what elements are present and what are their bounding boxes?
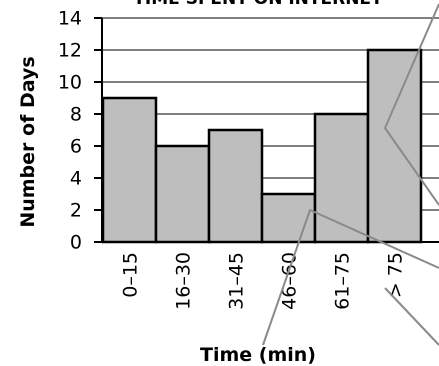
bars (101, 48, 423, 244)
chart-title: TIME SPENT ON INTERNET (133, 0, 383, 9)
y-tick-label-4: 8 (70, 104, 82, 126)
x-tick-label-2: 31–45 (226, 252, 248, 310)
y-tick-label-7: 14 (58, 8, 82, 30)
y-tick-label-3: 6 (70, 136, 82, 158)
y-tick-label-1: 2 (70, 200, 82, 222)
y-tick-label-5: 10 (58, 72, 82, 94)
bar-2 (207, 128, 264, 244)
y-axis-label: Number of Days (17, 56, 39, 227)
x-tick-label-4: 61–75 (332, 252, 354, 310)
y-tick-labels: 0 2 4 6 8 10 12 14 (58, 8, 82, 254)
bar-0 (101, 96, 158, 244)
x-tick-labels: 0–15 16–30 31–45 46–60 61–75 > 75 (120, 252, 407, 310)
bar-4 (313, 112, 370, 244)
y-tick-label-0: 0 (70, 232, 82, 254)
overlay-mark-bottom (384, 287, 439, 346)
x-tick-label-1: 16–30 (173, 252, 195, 310)
x-axis-label: Time (min) (200, 344, 316, 366)
overlay-mark-right (384, 3, 439, 206)
overlay-mark-left (262, 209, 439, 346)
x-tick-label-0: 0–15 (120, 252, 142, 298)
y-tick-label-6: 12 (58, 40, 82, 62)
x-tick-label-3: 46–60 (279, 252, 301, 310)
x-tick-label-5: > 75 (385, 252, 407, 298)
overlay-pencil-marks (262, 3, 439, 346)
y-tick-label-2: 4 (70, 168, 82, 190)
bar-5 (366, 48, 423, 244)
bar-1 (154, 144, 211, 244)
